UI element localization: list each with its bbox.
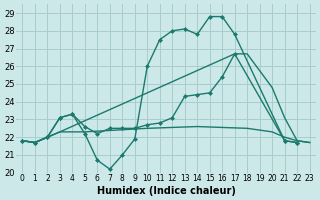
X-axis label: Humidex (Indice chaleur): Humidex (Indice chaleur) [97, 186, 236, 196]
